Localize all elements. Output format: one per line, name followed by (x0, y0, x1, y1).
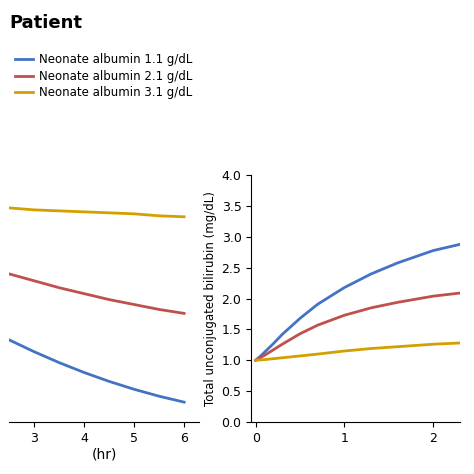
Y-axis label: Total unconjugated bilirubin (mg/dL): Total unconjugated bilirubin (mg/dL) (204, 191, 218, 406)
Legend: Neonate albumin 1.1 g/dL, Neonate albumin 2.1 g/dL, Neonate albumin 3.1 g/dL: Neonate albumin 1.1 g/dL, Neonate albumi… (15, 53, 192, 100)
X-axis label: (hr): (hr) (91, 447, 117, 461)
Text: Patient: Patient (9, 14, 82, 32)
